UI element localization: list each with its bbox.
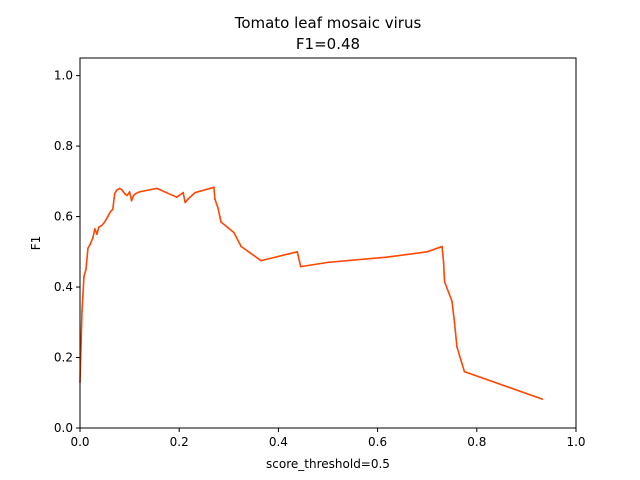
data-point: [453, 321, 456, 324]
plot-area: [79, 57, 577, 429]
data-point: [132, 194, 135, 197]
data-point: [92, 236, 94, 239]
data-point: [134, 192, 137, 195]
data-point: [175, 196, 178, 198]
data-point: [96, 233, 98, 235]
data-point: [126, 194, 128, 197]
y-tick-label: 0.4: [54, 280, 73, 294]
data-point: [441, 245, 443, 248]
y-axis-label: F1: [29, 236, 43, 251]
data-point: [217, 206, 219, 209]
data-point: [327, 261, 329, 264]
data-point: [220, 221, 222, 223]
data-point: [85, 268, 87, 271]
y-tick-label: 1.0: [54, 69, 73, 83]
data-point: [83, 275, 85, 278]
data-point: [214, 198, 216, 200]
data-point: [111, 208, 114, 211]
data-point: [443, 280, 446, 283]
data-point: [118, 187, 121, 190]
x-axis-label: score_threshold=0.5: [266, 457, 390, 471]
data-point: [426, 251, 429, 253]
x-tick-label: 0.4: [269, 435, 288, 449]
data-point: [296, 251, 299, 253]
data-point: [232, 231, 235, 234]
data-point: [463, 370, 466, 373]
plot-frame: [79, 57, 577, 429]
series-line: [79, 186, 543, 400]
data-point: [109, 210, 112, 213]
x-tick-label: 0.0: [70, 435, 89, 449]
data-point: [104, 221, 106, 223]
data-point: [541, 398, 544, 400]
y-tick-label: 0.6: [54, 210, 73, 224]
data-point: [194, 191, 196, 194]
data-point: [123, 192, 126, 195]
data-point: [456, 346, 458, 348]
data-point: [156, 187, 158, 190]
data-point: [89, 243, 91, 246]
chart-title: Tomato leaf mosaic virus: [234, 14, 422, 32]
data-point: [213, 186, 215, 189]
y-tick-label: 0.8: [54, 139, 73, 153]
data-point: [130, 199, 133, 202]
data-point: [98, 226, 100, 228]
chart-subtitle: F1=0.48: [296, 35, 360, 53]
x-axis: 0.0 0.2 0.4 0.6 0.8 1.0: [70, 428, 586, 449]
data-point: [87, 247, 89, 250]
data-point: [113, 192, 116, 195]
x-tick-label: 1.0: [566, 435, 585, 449]
data-point: [94, 228, 96, 230]
data-point: [299, 265, 302, 268]
data-point: [219, 215, 221, 218]
data-point: [121, 189, 123, 191]
data-point: [81, 310, 83, 313]
data-point: [240, 245, 242, 248]
data-point: [128, 191, 131, 193]
data-point: [386, 256, 389, 258]
data-point: [138, 191, 141, 193]
data-point: [184, 201, 186, 204]
x-tick-label: 0.2: [170, 435, 189, 449]
data-point: [187, 198, 189, 200]
series-layer: [79, 186, 544, 400]
data-point: [106, 215, 109, 218]
data-point: [182, 191, 184, 194]
x-tick-label: 0.8: [467, 435, 486, 449]
data-point: [442, 261, 445, 264]
data-point: [101, 224, 103, 227]
y-tick-label: 0.0: [54, 421, 73, 435]
data-point: [260, 259, 262, 262]
y-axis: 0.0 0.2 0.4 0.6 0.8 1.0: [54, 69, 80, 435]
x-tick-label: 0.6: [368, 435, 387, 449]
data-point: [115, 189, 118, 191]
y-tick-label: 0.2: [54, 351, 73, 365]
data-point: [451, 300, 453, 302]
